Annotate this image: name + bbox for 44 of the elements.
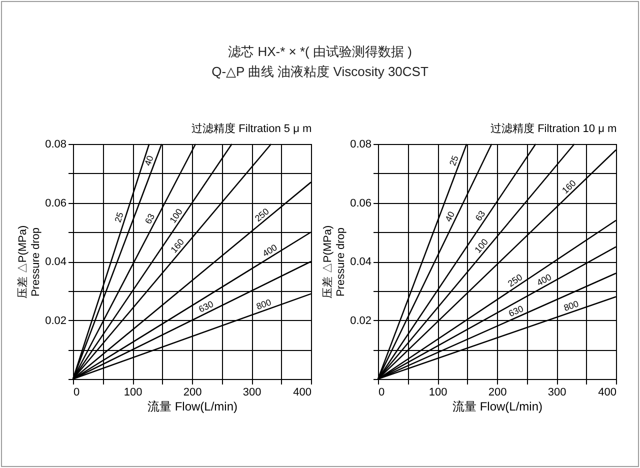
text: 160 <box>168 236 186 255</box>
x-tick-label: 300 <box>548 386 566 398</box>
x-tick-label: 0 <box>74 386 80 398</box>
text: 250 <box>252 206 271 224</box>
y-tick-label: 0.06 <box>350 197 372 210</box>
x-tick-label: 0 <box>378 386 385 398</box>
text: Q-△P 曲线 油液粘度 Viscosity 30CST <box>210 63 430 81</box>
text: 63 <box>143 212 157 226</box>
x-tick-label: 300 <box>242 386 262 398</box>
y-tick-label: 0.02 <box>350 314 372 327</box>
x-tick-label: 200 <box>488 386 507 398</box>
text: 40 <box>443 210 457 224</box>
text: 250 <box>506 272 524 289</box>
text: 25 <box>448 154 460 168</box>
x-tick-label: 100 <box>124 386 142 398</box>
y-tick-label: 0.08 <box>350 138 372 150</box>
y-axis-title: 压差 △P(MPa) Pressure drop <box>322 225 348 299</box>
text: 25 <box>112 211 126 224</box>
x-tick-label: 400 <box>598 386 616 398</box>
y-tick-label: 0.08 <box>45 138 66 150</box>
text: 滤芯 HX-* × *( 由试验测得数据 ) <box>227 43 413 61</box>
text: 400 <box>260 242 279 259</box>
x-axis-title: 流量 Flow(L/min) <box>147 400 238 414</box>
x-tick-label: 400 <box>293 386 312 398</box>
text: 100 <box>472 236 490 255</box>
chart-title: 过滤精度 Filtration 5 μ m <box>192 122 312 135</box>
text: 40 <box>142 154 156 168</box>
text: 800 <box>254 297 273 312</box>
text: 630 <box>507 304 525 319</box>
text: 100 <box>168 206 184 225</box>
x-axis-title: 流量 Flow(L/min) <box>452 400 543 414</box>
y-tick-label: 0.04 <box>45 256 66 268</box>
text: 63 <box>473 208 488 223</box>
y-tick-label: 0.04 <box>350 256 372 268</box>
text: 400 <box>535 272 554 288</box>
y-tick-label: 0.02 <box>45 314 66 327</box>
y-axis-title: 压差 △P(MPa) Pressure drop <box>17 225 42 299</box>
x-tick-label: 100 <box>428 386 448 398</box>
text: 800 <box>562 298 580 314</box>
y-tick-label: 0.06 <box>45 197 66 210</box>
x-tick-label: 200 <box>183 386 202 398</box>
text: 630 <box>197 298 215 314</box>
chart-title: 过滤精度 Filtration 10 μ m <box>490 122 617 135</box>
text: 160 <box>560 178 578 196</box>
